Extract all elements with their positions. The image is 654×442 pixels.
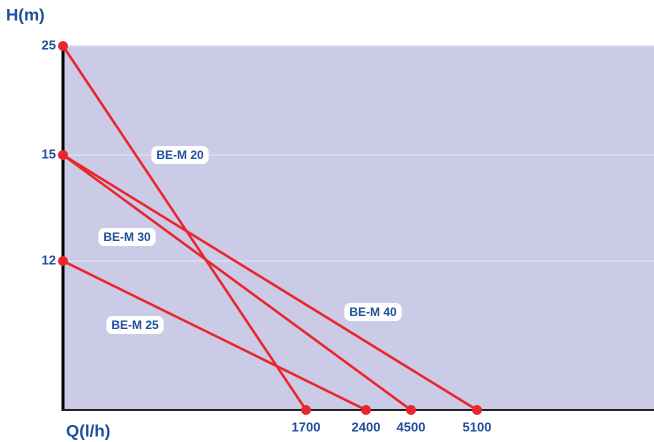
y-tick-label: 25: [42, 37, 56, 52]
series-name: BE-M 25: [111, 318, 159, 332]
series-name: BE-M 40: [349, 305, 397, 319]
point: [406, 405, 416, 415]
x-tick-label: 4500: [397, 419, 426, 434]
series-line: [61, 45, 308, 411]
series-line: [62, 259, 367, 412]
point: [58, 256, 68, 266]
label-box: [106, 316, 164, 334]
x-tick-label: 2400: [352, 419, 381, 434]
series-name: BE-M 30: [103, 230, 151, 244]
point: [58, 41, 68, 51]
label-box: [98, 228, 156, 246]
series-label: BE-M 25: [106, 316, 164, 334]
point: [361, 405, 371, 415]
series-name: BE-M 20: [156, 148, 204, 162]
series-label: BE-M 40: [344, 303, 402, 321]
y-tick-label: 15: [42, 146, 56, 161]
series-label: BE-M 30: [98, 228, 156, 246]
label-box: [344, 303, 402, 321]
point: [58, 150, 68, 160]
x-axis-label: Q(l/h): [66, 421, 110, 440]
label-box: [151, 146, 209, 164]
x-tick-label: 5100: [463, 419, 492, 434]
point: [301, 405, 311, 415]
x-tick-label: 1700: [292, 419, 321, 434]
point: [472, 405, 482, 415]
series-label: BE-M 20: [151, 146, 209, 164]
y-tick-label: 12: [42, 252, 56, 267]
series-line: [62, 153, 478, 412]
series-line: [62, 153, 412, 412]
y-axis-label: H(m): [6, 5, 45, 24]
plot-area: [63, 46, 654, 410]
